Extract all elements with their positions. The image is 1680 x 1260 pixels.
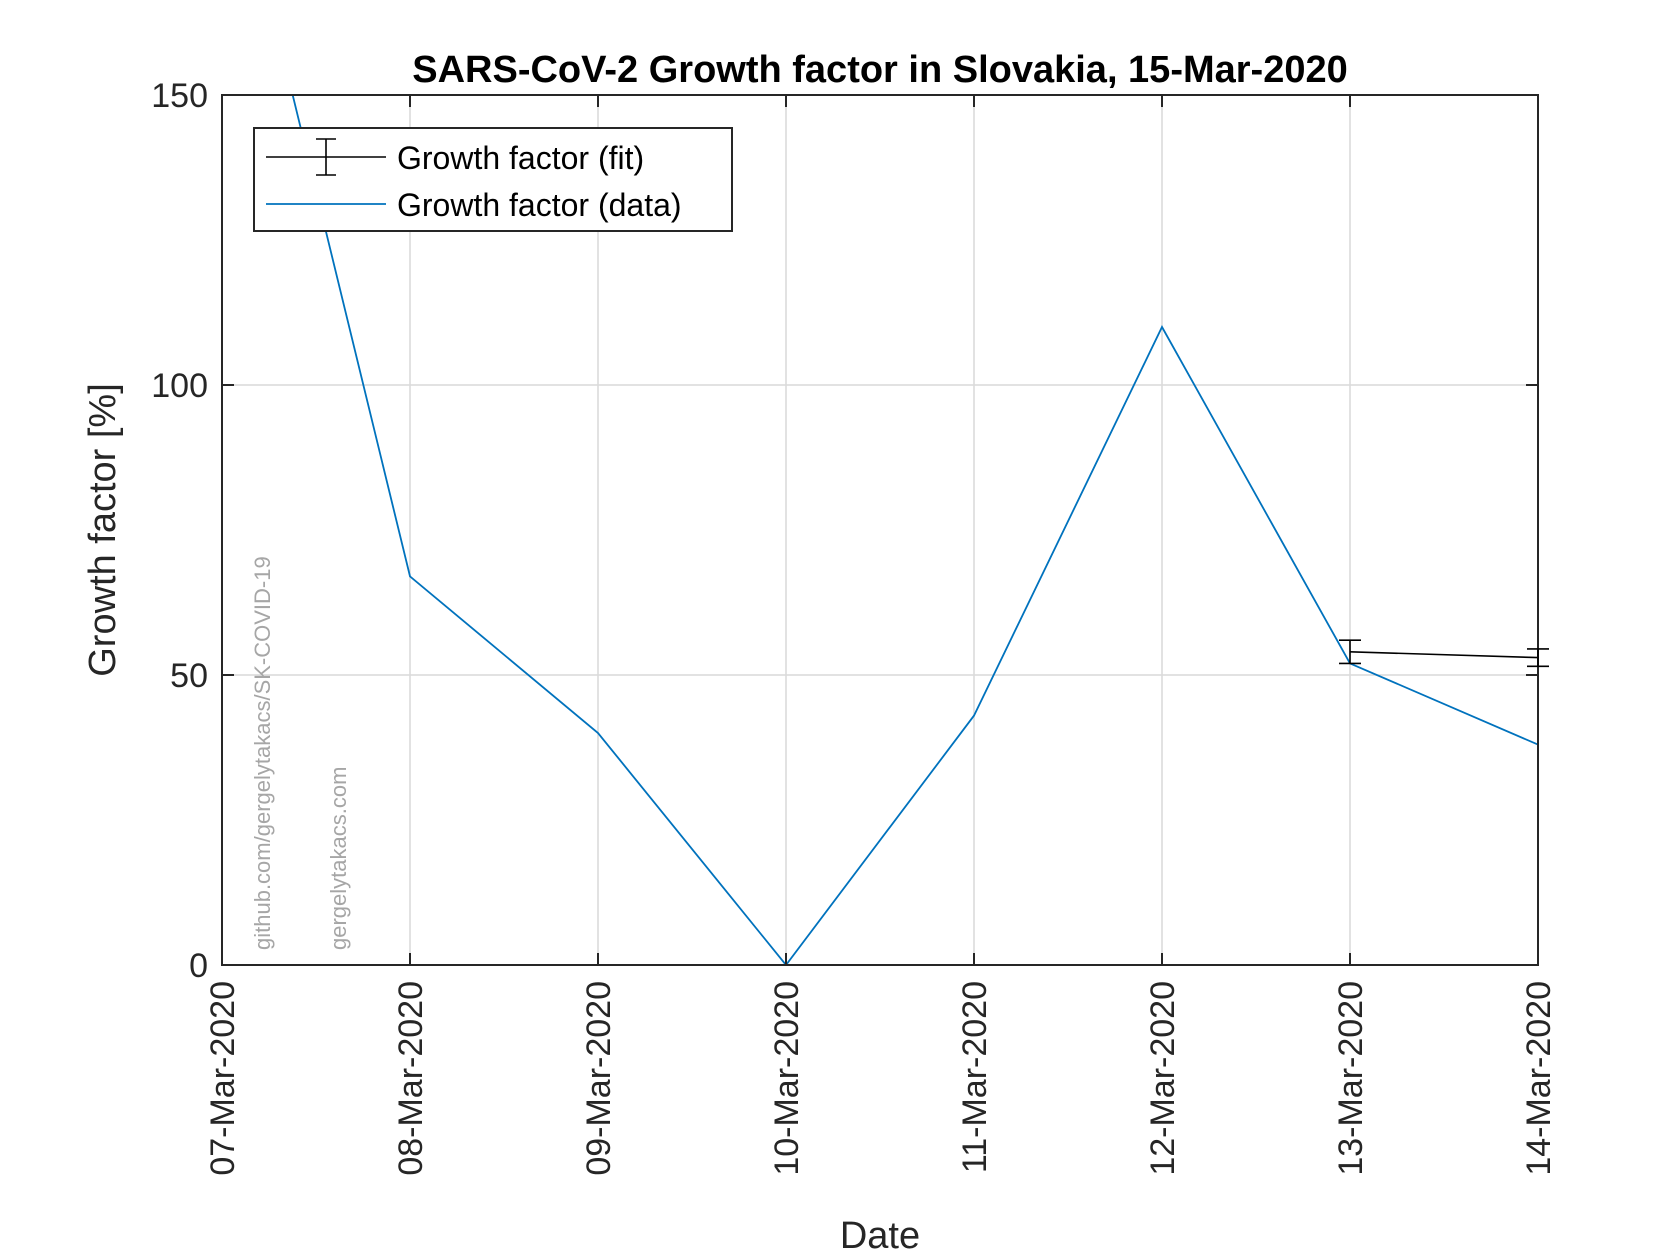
y-tick-label: 100 — [151, 367, 208, 405]
tick-layer: 07-Mar-2020 08-Mar-2020 09-Mar-2020 10-Mar-… — [151, 77, 1558, 1176]
watermark-github: github.com/gergelytakacs/SK-COVID-19 — [250, 556, 275, 950]
chart-title: SARS-CoV-2 Growth factor in Slovakia, 15… — [412, 49, 1348, 91]
plot-frame — [221, 94, 1539, 966]
x-tick-label: 07-Mar-2020 — [204, 981, 242, 1176]
x-axis-label: Date — [840, 1215, 920, 1257]
legend-label-data: Growth factor (data) — [397, 187, 682, 223]
x-tick-label: 12-Mar-2020 — [1144, 981, 1182, 1176]
x-tick-label: 09-Mar-2020 — [580, 981, 618, 1176]
x-tick-label: 08-Mar-2020 — [392, 981, 430, 1176]
data-layer — [291, 95, 1538, 965]
series-fit-line — [1349, 651, 1538, 659]
x-tick-label: 13-Mar-2020 — [1332, 981, 1370, 1176]
grid-layer — [222, 95, 1538, 965]
x-tick-label: 11-Mar-2020 — [956, 981, 994, 1173]
series-data-line — [291, 95, 1538, 965]
y-tick-label: 50 — [170, 657, 208, 695]
x-tick-label: 10-Mar-2020 — [768, 981, 806, 1176]
legend: Growth factor (fit) Growth factor (data) — [253, 127, 733, 232]
y-tick-label: 150 — [151, 77, 208, 115]
y-axis-label: Growth factor [%] — [82, 383, 124, 677]
y-tick-label: 0 — [189, 947, 208, 985]
legend-box — [253, 127, 733, 232]
x-tick-label: 14-Mar-2020 — [1520, 981, 1558, 1176]
watermark-site: gergelytakacs.com — [326, 767, 351, 950]
legend-label-fit: Growth factor (fit) — [397, 140, 644, 176]
